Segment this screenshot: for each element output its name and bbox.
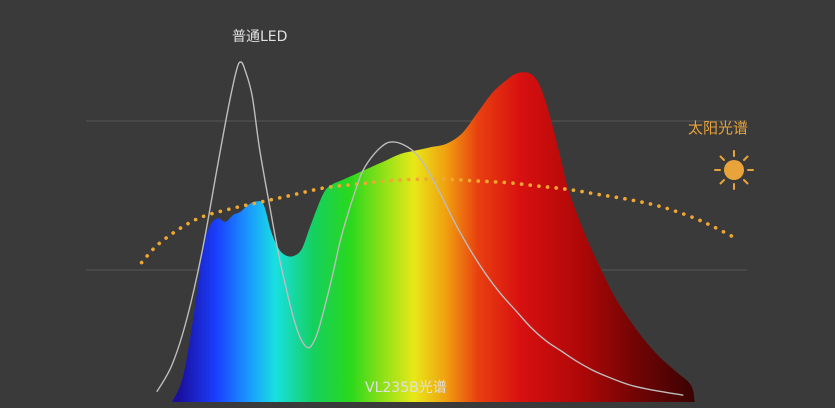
- vl235b-spectrum-area: [172, 72, 695, 402]
- led-series-label: 普通LED: [232, 29, 287, 45]
- vl-series-label: VL235B光谱: [365, 380, 447, 396]
- led-spectrum-line: [156, 61, 684, 396]
- sun-series-label: 太阳光谱: [688, 119, 748, 137]
- sun-icon: [714, 150, 754, 190]
- series-layer: [139, 61, 739, 402]
- label-layer: 普通LED 太阳光谱 VL235B光谱: [232, 29, 748, 396]
